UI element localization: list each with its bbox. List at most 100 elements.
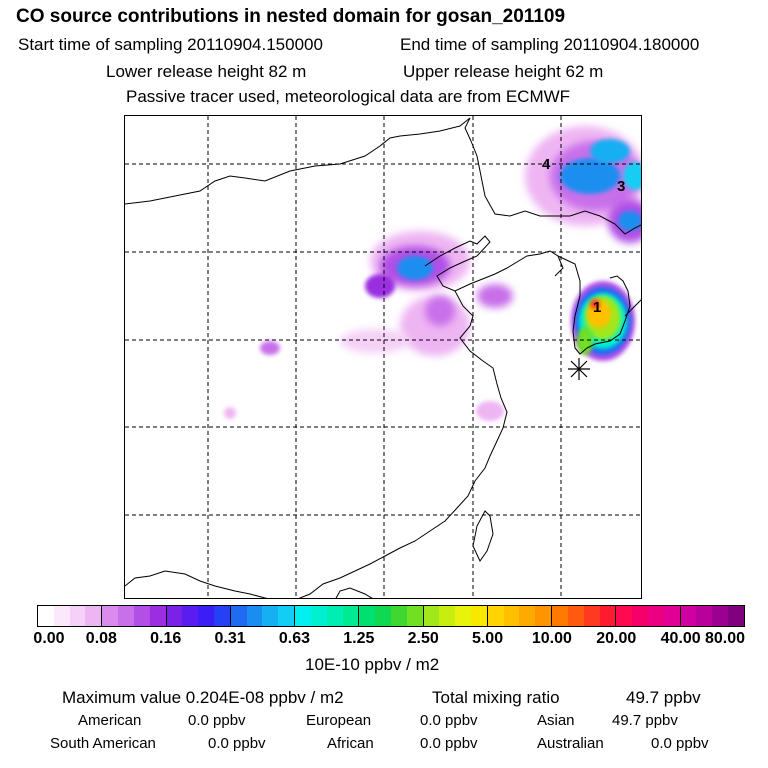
region-european-value: 0.0 ppbv <box>420 712 478 729</box>
region-australian-value: 0.0 ppbv <box>651 735 709 752</box>
colorbar-swatch <box>728 606 744 626</box>
colorbar-swatch <box>567 606 584 626</box>
colorbar-swatch <box>213 606 230 626</box>
colorbar-tick-label: 0.63 <box>278 630 311 647</box>
lower-release-height: Lower release height 82 m <box>106 62 307 81</box>
colorbar-swatch <box>390 606 407 626</box>
colorbar-swatch <box>487 606 504 626</box>
colorbar-segment <box>359 606 424 626</box>
colorbar-swatch <box>583 606 600 626</box>
colorbar-swatch <box>246 606 263 626</box>
colorbar-swatch <box>599 606 616 626</box>
colorbar-swatch <box>712 606 729 626</box>
colorbar-segment <box>423 606 488 626</box>
colorbar-swatch <box>680 606 697 626</box>
colorbar-swatch <box>326 606 343 626</box>
upper-release-height: Upper release height 62 m <box>403 62 604 81</box>
colorbar-swatch <box>616 606 633 626</box>
colorbar-swatch <box>375 606 391 626</box>
colorbar-segment <box>680 606 744 626</box>
colorbar-swatch <box>133 606 150 626</box>
start-time: Start time of sampling 20110904.150000 <box>18 35 323 54</box>
colorbar-swatch <box>295 606 311 626</box>
colorbar-swatch <box>519 606 536 626</box>
colorbar-unit: 10E-10 ppbv / m2 <box>305 655 440 674</box>
region-australian-label: Australian <box>537 735 604 752</box>
total-mixing-ratio-value: 49.7 ppbv <box>626 688 701 707</box>
end-time: End time of sampling 20110904.180000 <box>400 35 700 54</box>
colorbar-swatch <box>38 606 54 626</box>
colorbar-swatch <box>663 606 680 626</box>
colorbar-swatch <box>53 606 70 626</box>
marker-3: 3 <box>617 178 625 195</box>
region-south-american-label: South American <box>50 735 156 752</box>
colorbar-swatch <box>310 606 327 626</box>
coastlines <box>125 117 641 598</box>
colorbar-segment <box>616 606 681 626</box>
receptor-star-icon <box>568 358 590 380</box>
colorbar-swatch <box>503 606 520 626</box>
colorbar-tick-label: 0.08 <box>85 630 117 647</box>
colorbar <box>37 605 745 627</box>
region-asian-label: Asian <box>537 712 575 729</box>
colorbar-swatch <box>406 606 423 626</box>
colorbar-swatch <box>230 606 247 626</box>
colorbar-tick-label: 2.50 <box>407 630 439 647</box>
map-panel: 4 3 1 <box>124 115 642 599</box>
colorbar-swatch <box>552 606 568 626</box>
marker-4: 4 <box>542 156 551 173</box>
colorbar-swatch <box>85 606 102 626</box>
colorbar-tick-label: 1.25 <box>343 630 375 647</box>
marker-1: 1 <box>593 299 601 316</box>
colorbar-tick-label: 5.00 <box>471 630 504 647</box>
colorbar-tick-label: 0.16 <box>150 630 182 647</box>
region-african-label: African <box>327 735 374 752</box>
region-african-value: 0.0 ppbv <box>420 735 478 752</box>
colorbar-swatch <box>632 606 649 626</box>
colorbar-swatch <box>198 606 214 626</box>
colorbar-swatch <box>535 606 552 626</box>
plume-northeast <box>525 126 641 243</box>
colorbar-tick-label: 80.00 <box>704 630 746 647</box>
colorbar-tick-label: 0.31 <box>214 630 246 647</box>
region-american-label: American <box>78 712 142 729</box>
colorbar-segment <box>295 606 360 626</box>
plume-korea <box>571 281 635 361</box>
map-svg: 4 3 1 <box>125 116 641 598</box>
maximum-value: Maximum value 0.204E-08 ppbv / m2 <box>62 688 344 707</box>
colorbar-tick-label: 0.00 <box>33 630 65 647</box>
colorbar-swatch <box>696 606 713 626</box>
colorbar-swatch <box>118 606 134 626</box>
total-mixing-ratio-label: Total mixing ratio <box>432 688 560 707</box>
region-south-american-value: 0.0 ppbv <box>208 735 266 752</box>
colorbar-swatch <box>69 606 86 626</box>
tracer-note: Passive tracer used, meteorological data… <box>126 87 571 106</box>
region-american-value: 0.0 ppbv <box>188 712 246 729</box>
colorbar-swatch <box>262 606 279 626</box>
colorbar-segment <box>552 606 617 626</box>
colorbar-swatch <box>648 606 664 626</box>
colorbar-swatch <box>182 606 199 626</box>
colorbar-swatch <box>342 606 359 626</box>
colorbar-swatch <box>278 606 295 626</box>
colorbar-swatch <box>359 606 376 626</box>
colorbar-segment <box>166 606 231 626</box>
colorbar-swatch <box>471 606 487 626</box>
colorbar-segment <box>487 606 553 626</box>
colorbar-swatch <box>455 606 472 626</box>
plume-northchina <box>224 231 513 421</box>
colorbar-segment <box>230 606 296 626</box>
colorbar-tick-label: 40.00 <box>660 630 701 647</box>
region-asian-value: 49.7 ppbv <box>612 712 678 729</box>
colorbar-tick-label: 20.00 <box>596 630 637 647</box>
colorbar-swatch <box>439 606 456 626</box>
region-european-label: European <box>306 712 372 729</box>
colorbar-swatch <box>102 606 119 626</box>
colorbar-swatch <box>149 606 166 626</box>
colorbar-tick-label: 10.00 <box>531 630 572 647</box>
lat-lon-grid <box>125 116 641 598</box>
plot-title: CO source contributions in nested domain… <box>16 6 566 27</box>
colorbar-segment <box>102 606 167 626</box>
colorbar-swatch <box>423 606 440 626</box>
colorbar-swatch <box>166 606 183 626</box>
